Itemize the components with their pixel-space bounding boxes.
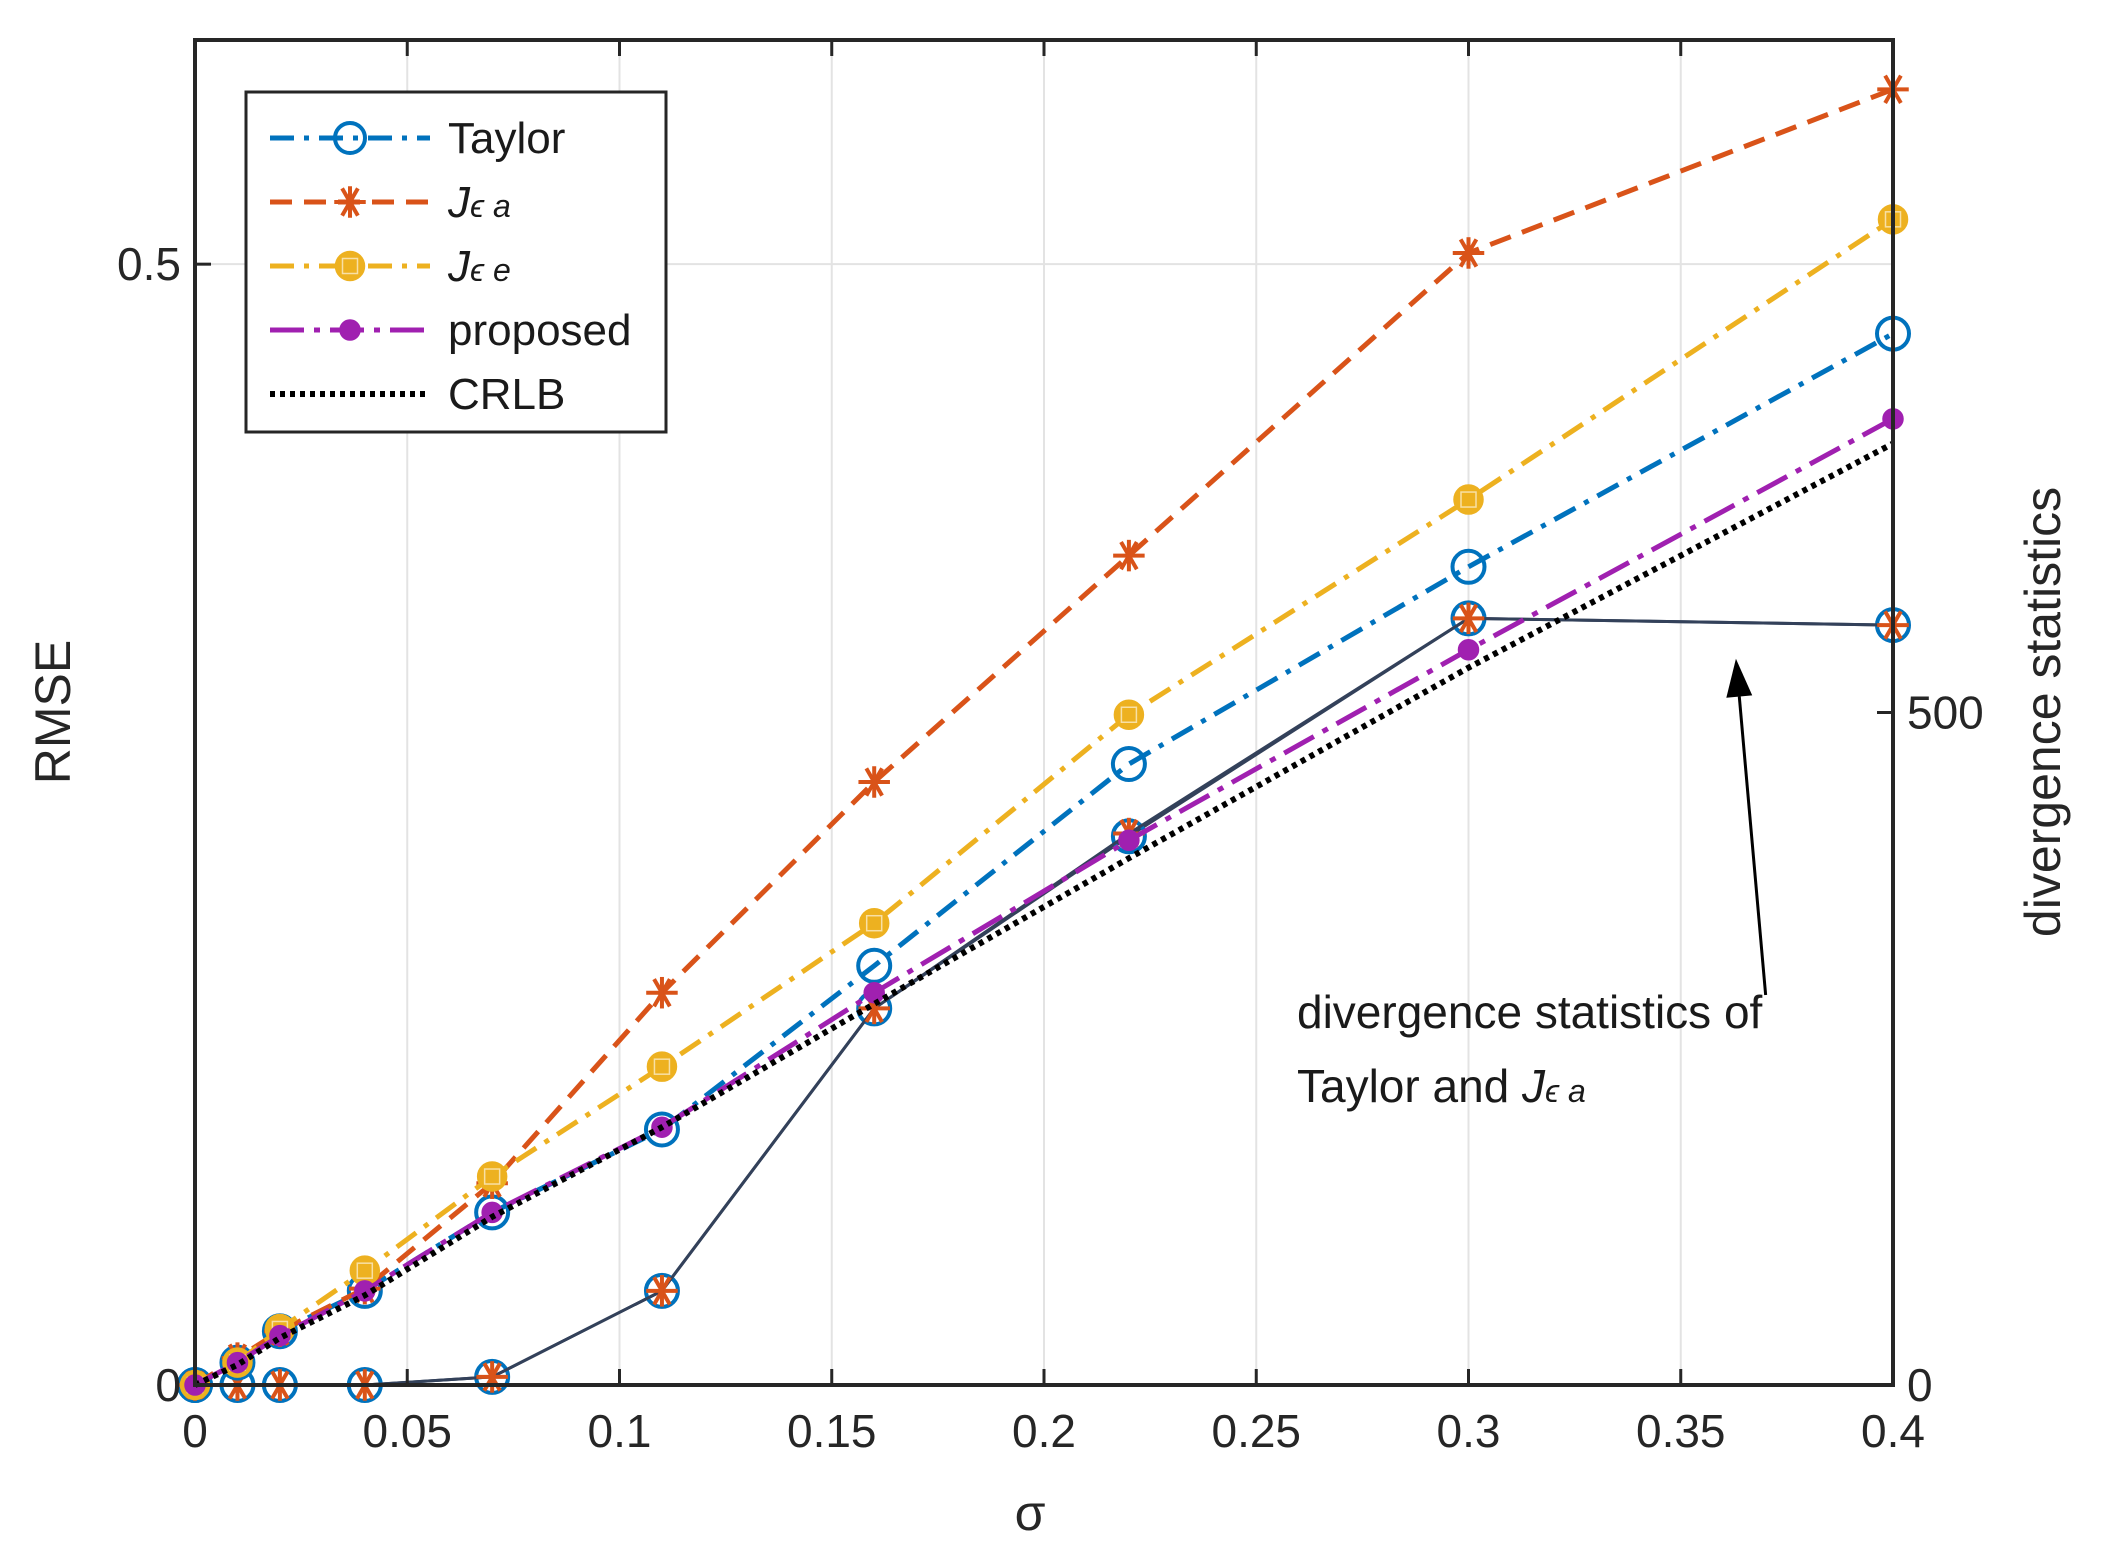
data-point (1452, 602, 1485, 635)
x-tick-label: 0.2 (1012, 1405, 1076, 1457)
y-right-axis-ticks: 0 500 (1877, 687, 1984, 1411)
data-point (856, 947, 893, 984)
y-axis-ticks: 00.5 (117, 238, 211, 1411)
data-point (1457, 638, 1480, 661)
data-point (643, 1111, 680, 1148)
data-point (476, 1161, 508, 1192)
series-4 (193, 440, 1895, 1388)
legend-entry: Jϵ a (270, 178, 511, 227)
data-point (646, 976, 678, 1009)
data-point (858, 766, 890, 798)
data-point (858, 907, 890, 939)
legend: Taylor Jϵ a Jϵ e proposed CRLB (244, 90, 668, 434)
series-line (193, 86, 1894, 1388)
data-point (1453, 484, 1484, 515)
data-point (643, 1272, 680, 1309)
legend-label: Taylor (448, 114, 565, 163)
y-tick-label: 0 (155, 1359, 181, 1411)
annotation-arrow-shaft (1737, 696, 1768, 996)
y-right-tick-label: 500 (1907, 687, 1984, 739)
x-tick-label: 0.05 (362, 1405, 452, 1457)
annotation-line-2: Taylor and Jϵ a (1297, 1060, 1586, 1112)
data-point (646, 1275, 678, 1307)
annotation-italic: J (1521, 1060, 1546, 1112)
x-tick-label: 0 (182, 1405, 208, 1457)
legend-box (244, 90, 668, 434)
series-line (193, 217, 1895, 1388)
annotation-sub: ϵ a (1545, 1073, 1586, 1109)
x-axis-ticks: 0 0.05 0.1 0.15 0.2 0.25 0.3 0.35 0.4 (182, 40, 1925, 1457)
x-tick-label: 0.35 (1636, 1405, 1726, 1457)
divergence-annotation: divergence statistics of Taylor and Jϵ a (1297, 658, 1768, 1112)
legend-marker (333, 121, 367, 155)
legend-entry: proposed (270, 306, 631, 355)
x-axis-label: σ (1015, 1485, 1046, 1541)
annotation-arrow-head (1726, 658, 1753, 698)
x-tick-label: 0.4 (1861, 1405, 1925, 1457)
legend-entry: Taylor (270, 114, 565, 163)
x-tick-label: 0.1 (588, 1405, 652, 1457)
series-line (193, 440, 1895, 1388)
y-tick-label: 0.5 (117, 238, 181, 290)
data-point (1110, 746, 1147, 783)
data-point (1118, 829, 1140, 852)
legend-entry: CRLB (270, 370, 565, 419)
legend-label: CRLB (448, 370, 565, 419)
x-tick-label: 0.25 (1211, 1405, 1301, 1457)
legend-entry: Jϵ e (270, 242, 511, 291)
legend-marker (334, 186, 366, 218)
x-tick-label: 0.3 (1437, 1405, 1501, 1457)
y-axis-label: RMSE (25, 640, 81, 784)
data-point (646, 1051, 678, 1082)
legend-label: Jϵ e (447, 242, 511, 291)
x-tick-label: 0.15 (787, 1405, 877, 1457)
y-right-axis-label: divergence statistics (2015, 487, 2071, 937)
legend-marker (339, 319, 361, 341)
legend-marker (334, 250, 366, 282)
data-point (863, 981, 885, 1004)
data-point (1113, 539, 1145, 572)
data-point (1113, 699, 1145, 730)
data-point (349, 1255, 381, 1286)
legend-label: Jϵ a (447, 178, 511, 227)
data-point (1450, 548, 1487, 585)
legend-label: proposed (448, 306, 631, 355)
annotation-prefix: Taylor and (1297, 1060, 1522, 1112)
y-right-tick-label: 0 (1907, 1359, 1933, 1411)
data-point (1452, 237, 1485, 269)
annotation-line-1: divergence statistics of (1297, 986, 1763, 1038)
legend-entries: Taylor Jϵ a Jϵ e proposed CRLB (270, 114, 631, 419)
